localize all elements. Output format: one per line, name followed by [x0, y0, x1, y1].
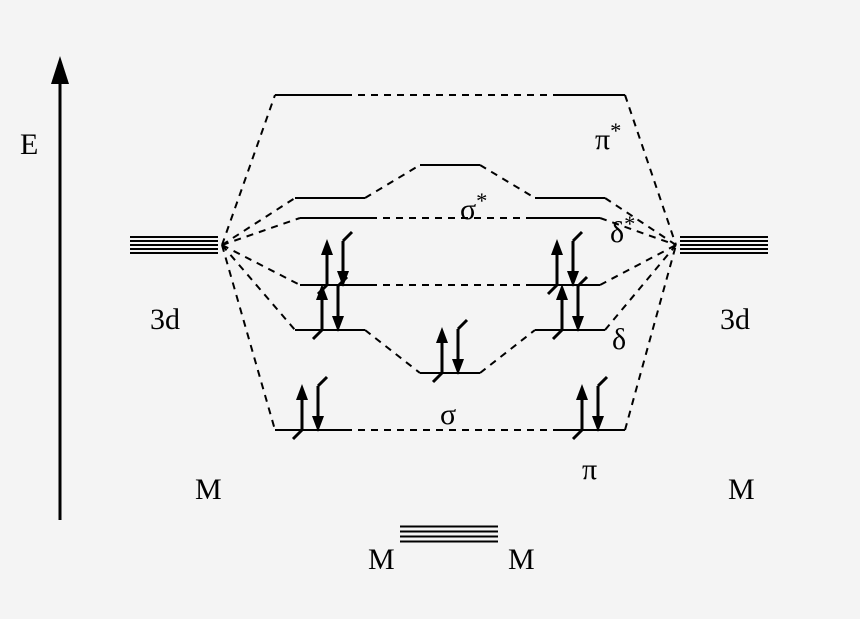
mo-pi-label: π	[582, 455, 597, 485]
atom-left-M-label: M	[195, 475, 222, 505]
mo-delta-label: δ	[612, 325, 626, 355]
mo-pi-star-label: π*	[595, 125, 621, 155]
mo-sigma-star-label: σ*	[460, 195, 487, 225]
atom-right-label: 3d	[720, 305, 750, 335]
energy-axis-label: E	[20, 130, 38, 160]
bottom-M-right-label: M	[508, 545, 535, 575]
energy-axis-arrowhead	[51, 56, 69, 84]
atom-left-label: 3d	[150, 305, 180, 335]
atom-right-M-label: M	[728, 475, 755, 505]
bottom-M-left-label: M	[368, 545, 395, 575]
mo-sigma-label: σ	[440, 400, 456, 430]
mo-delta-star-label: δ*	[610, 218, 635, 248]
